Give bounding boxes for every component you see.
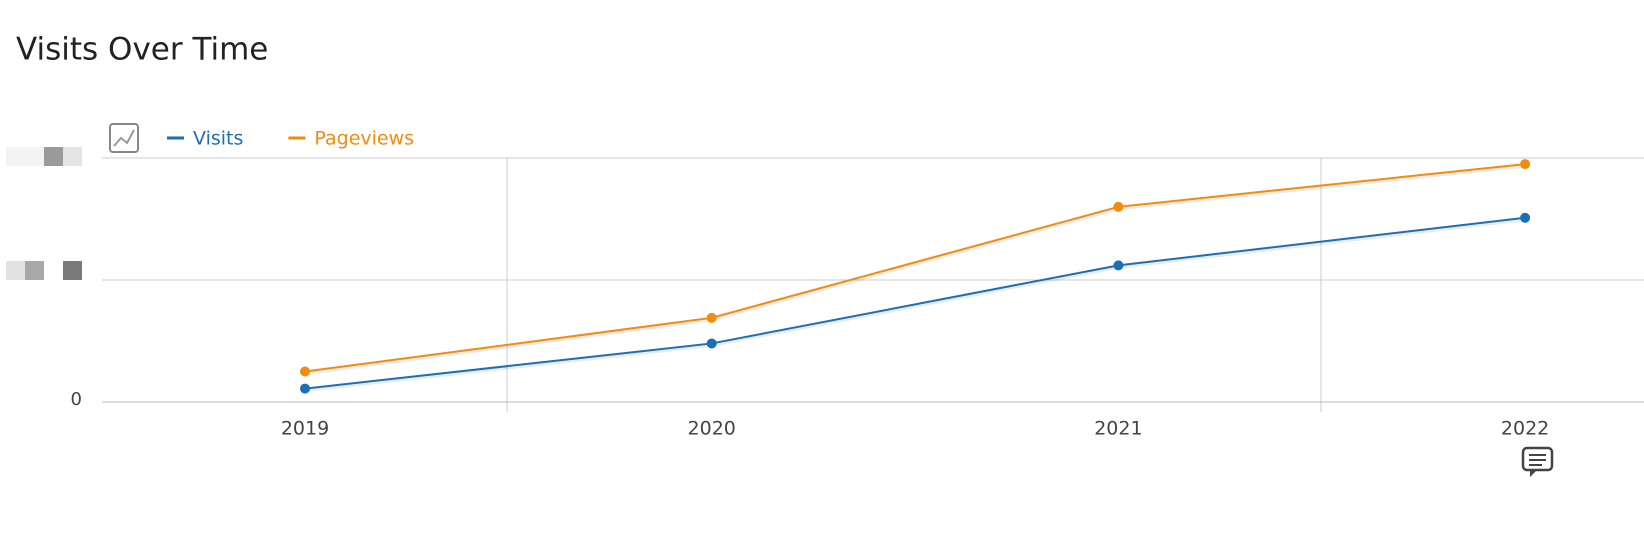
x-tick-label: 2022 bbox=[1501, 418, 1549, 440]
masked-axis-labels bbox=[6, 147, 82, 280]
x-tick-label: 2020 bbox=[688, 418, 736, 440]
data-point bbox=[300, 366, 310, 377]
data-point bbox=[1520, 159, 1531, 170]
line-shadow bbox=[304, 164, 1526, 375]
line-shadow bbox=[304, 218, 1526, 393]
legend-icon[interactable] bbox=[109, 123, 139, 153]
chart-title: Visits Over Time bbox=[16, 32, 268, 68]
data-point bbox=[300, 383, 310, 394]
data-point bbox=[706, 338, 717, 349]
data-point bbox=[1113, 201, 1124, 212]
comment-icon[interactable] bbox=[1521, 446, 1554, 477]
x-tick-label: 2019 bbox=[281, 418, 329, 440]
y-tick-label: 0 bbox=[71, 389, 82, 410]
data-point bbox=[1520, 212, 1531, 223]
series-line bbox=[304, 163, 1526, 373]
data-point bbox=[1113, 260, 1124, 271]
data-point bbox=[706, 312, 717, 323]
legend-label[interactable]: Pageviews bbox=[314, 128, 414, 150]
x-tick-label: 2021 bbox=[1094, 418, 1142, 440]
series-line bbox=[304, 216, 1526, 390]
legend-label[interactable]: Visits bbox=[193, 128, 243, 150]
